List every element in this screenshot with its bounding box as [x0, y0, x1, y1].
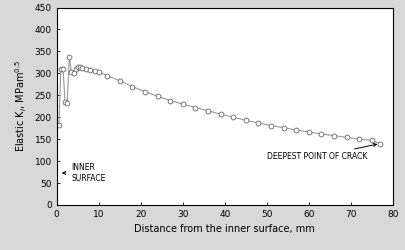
Text: INNER
SURFACE: INNER SURFACE [63, 163, 106, 183]
Y-axis label: Elastic K$_I$, MPam$^{0.5}$: Elastic K$_I$, MPam$^{0.5}$ [13, 60, 29, 152]
X-axis label: Distance from the inner surface, mm: Distance from the inner surface, mm [134, 224, 315, 234]
Text: DEEPEST POINT OF CRACK: DEEPEST POINT OF CRACK [267, 144, 377, 161]
